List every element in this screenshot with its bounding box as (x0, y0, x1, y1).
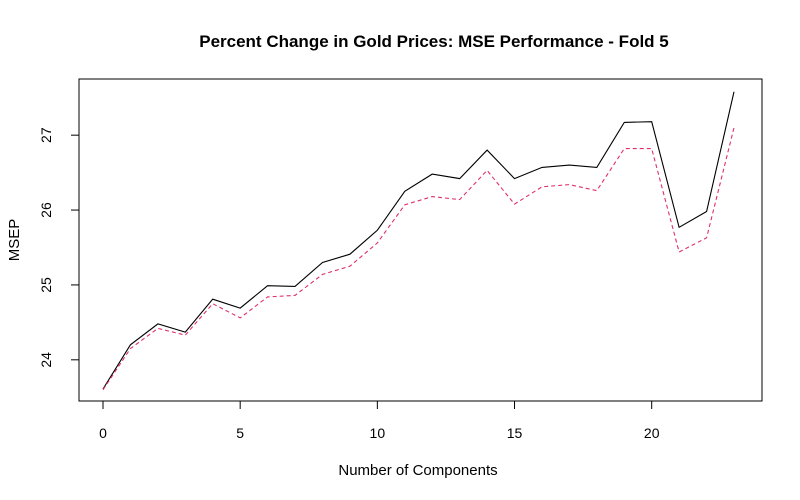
x-tick-label: 20 (644, 425, 660, 441)
y-tick-label: 26 (38, 202, 54, 218)
x-tick-label: 5 (236, 425, 244, 441)
y-tick-label: 27 (38, 127, 54, 143)
y-tick-label: 25 (38, 277, 54, 293)
y-axis-label: MSEP (6, 219, 23, 262)
x-tick-label: 10 (370, 425, 386, 441)
y-axis: 24 25 26 27 (38, 127, 80, 368)
x-tick-label: 0 (99, 425, 107, 441)
y-tick-label: 24 (38, 352, 54, 368)
series-layer (102, 91, 735, 391)
x-axis: 0 5 10 15 20 (99, 400, 660, 441)
x-tick-label: 15 (507, 425, 523, 441)
plot-frame (78, 78, 763, 402)
x-axis-label: Number of Components (338, 462, 497, 479)
chart-title: Percent Change in Gold Prices: MSE Perfo… (199, 32, 669, 51)
series-line-1 (102, 91, 735, 390)
series-line-2 (102, 127, 735, 391)
